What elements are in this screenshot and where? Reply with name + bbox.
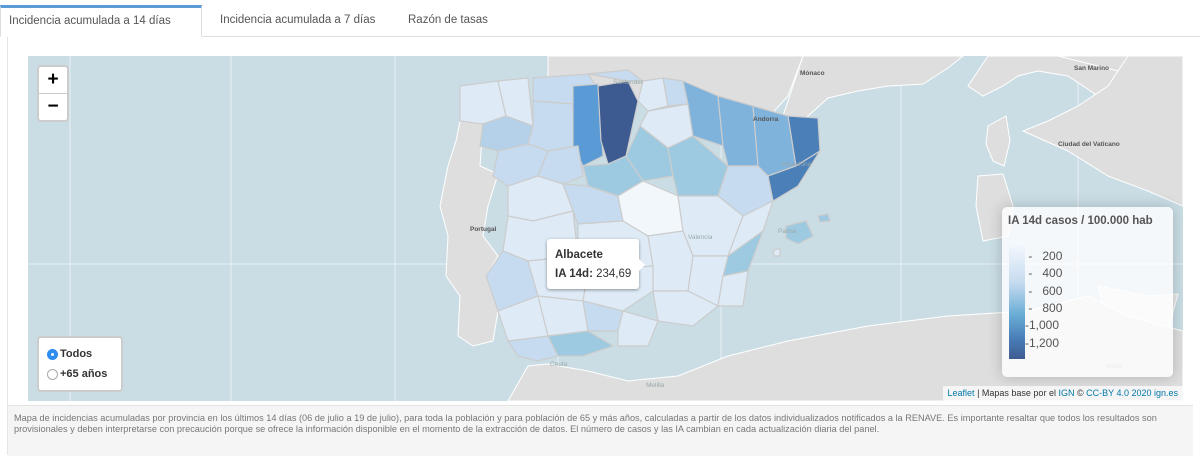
label-andorra: Andorra xyxy=(753,116,779,123)
radio-unselected-icon[interactable] xyxy=(47,368,58,380)
legend-gradient xyxy=(1009,241,1025,359)
footnote-text: Mapa de incidencias acumuladas por provi… xyxy=(14,413,1157,434)
color-legend: IA 14d casos / 100.000 hab - 200 - 400 -… xyxy=(1002,207,1173,377)
license-link[interactable]: CC-BY 4.0 2020 ign.es xyxy=(1086,388,1178,398)
zoom-in-button[interactable]: + xyxy=(39,67,67,94)
radio-todos[interactable]: Todos xyxy=(47,346,92,362)
label-valencia: Valencia xyxy=(688,234,713,241)
radio-65-anos[interactable]: +65 años xyxy=(47,366,107,382)
tab-bar: Incidencia acumulada a 14 días Incidenci… xyxy=(0,5,1200,37)
tooltip-metric-label: IA 14d: xyxy=(555,268,593,280)
tab-ia-7-dias[interactable]: Incidencia acumulada a 7 días xyxy=(220,14,376,26)
tooltip-value-row: IA 14d: 234,69 xyxy=(555,268,631,280)
zoom-control: + − xyxy=(37,65,69,122)
label-ceuta: Ceuta xyxy=(550,361,568,368)
zoom-out-button[interactable]: − xyxy=(47,96,59,117)
legend-tick: -1,200 xyxy=(1025,336,1060,350)
legend-tick: - 800 xyxy=(1025,301,1063,315)
choropleth-map[interactable]: Mónaco San Marino Ciudad del Vaticano Po… xyxy=(28,56,1183,401)
tab-panel xyxy=(7,37,1200,455)
label-san-marino: San Marino xyxy=(1074,65,1110,72)
legend-tick: - 600 xyxy=(1025,284,1063,298)
leaflet-link[interactable]: Leaflet xyxy=(947,388,975,398)
label-monaco: Mónaco xyxy=(800,70,825,77)
tab-razon-tasas[interactable]: Razón de tasas xyxy=(408,14,488,26)
ign-link[interactable]: IGN xyxy=(1058,388,1075,398)
label-palma: Palma xyxy=(778,228,797,235)
province-tooltip: Albacete IA 14d: 234,69 xyxy=(547,239,645,289)
radio-65-anos-label: +65 años xyxy=(60,368,108,380)
label-barcelona: Barcelona xyxy=(782,161,812,168)
tooltip-value: 234,69 xyxy=(596,268,632,280)
population-filter: Todos +65 años xyxy=(37,336,123,392)
radio-todos-label: Todos xyxy=(60,348,93,360)
tooltip-province: Albacete xyxy=(555,249,603,261)
label-melilla: Melilla xyxy=(646,382,665,389)
label-santander: Santander xyxy=(613,79,643,86)
label-vaticano: Ciudad del Vaticano xyxy=(1058,141,1120,148)
map-attribution: Leaflet | Mapas base por el IGN © CC-BY … xyxy=(942,386,1183,401)
tab-ia-14-dias[interactable]: Incidencia acumulada a 14 días xyxy=(0,5,202,37)
footnote: Mapa de incidencias acumuladas por provi… xyxy=(8,405,1193,456)
legend-tick: - 400 xyxy=(1025,266,1063,280)
legend-tick: - 200 xyxy=(1025,249,1063,263)
label-portugal: Portugal xyxy=(470,226,497,233)
radio-selected-icon[interactable] xyxy=(47,348,58,360)
legend-tick: -1,000 xyxy=(1025,318,1060,332)
legend-title: IA 14d casos / 100.000 hab xyxy=(1008,215,1153,227)
